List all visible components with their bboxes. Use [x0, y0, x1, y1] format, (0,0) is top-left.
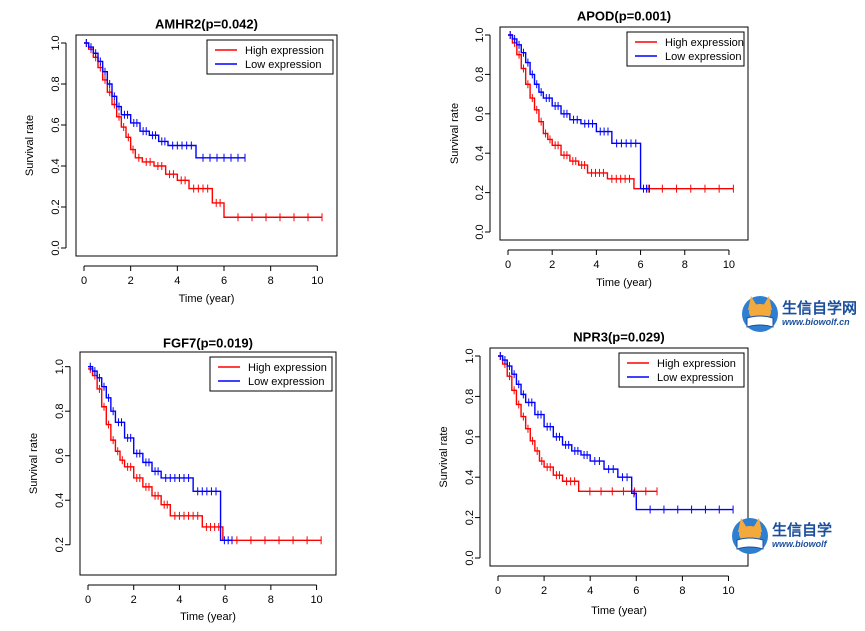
- book-icon: [746, 315, 774, 328]
- legend-label: Low expression: [248, 376, 324, 388]
- legend: High expression Low expression: [209, 356, 333, 392]
- x-tick-label: 6: [638, 259, 644, 271]
- legend: High expression Low expression: [626, 31, 745, 67]
- y-tick-label: 1.0: [54, 359, 66, 374]
- legend-box: [618, 352, 745, 388]
- y-tick-label: 0.4: [54, 493, 66, 508]
- legend-label: Low expression: [665, 51, 741, 63]
- x-tick-label: 2: [128, 275, 134, 287]
- x-tick-label: 6: [633, 585, 639, 597]
- watermark-url: www.biowolf: [772, 539, 828, 549]
- y-tick-label: 0.0: [464, 550, 476, 565]
- x-tick-label: 4: [174, 275, 180, 287]
- x-axis-label: Time (year): [180, 611, 236, 623]
- x-axis-label: Time (year): [179, 293, 235, 305]
- x-tick-label: 10: [310, 594, 322, 606]
- x-tick-label: 2: [131, 594, 137, 606]
- x-tick-label: 0: [85, 594, 91, 606]
- y-tick-label: 0.2: [54, 537, 66, 552]
- x-tick-label: 6: [221, 275, 227, 287]
- x-tick-label: 4: [587, 585, 593, 597]
- book-icon: [736, 537, 764, 550]
- y-tick-label: 0.6: [464, 429, 476, 444]
- x-tick-label: 10: [723, 259, 735, 271]
- y-axis-label: Survival rate: [449, 103, 461, 164]
- watermark-title: 生信自学网: [782, 299, 857, 317]
- x-tick-label: 8: [268, 594, 274, 606]
- legend-label: Low expression: [657, 372, 733, 384]
- plot-frame: [489, 347, 749, 567]
- x-tick-label: 8: [682, 259, 688, 271]
- legend-label: High expression: [248, 362, 327, 374]
- x-tick-label: 0: [81, 275, 87, 287]
- legend-label: Low expression: [245, 59, 321, 71]
- km-panel-0: AMHR2(p=0.042) 0 2 4 6 8 10 0.0 0.2 0.4 0.6 0.8 1.0 T…: [24, 17, 338, 305]
- km-curve-low: [498, 355, 734, 511]
- x-tick-label: 6: [222, 594, 228, 606]
- y-tick-label: 0.8: [50, 76, 62, 91]
- x-tick-label: 4: [593, 259, 599, 271]
- y-tick-label: 0.6: [474, 106, 486, 121]
- chart-title: NPR3(p=0.029): [573, 330, 664, 345]
- chart-title: FGF7(p=0.019): [163, 336, 253, 351]
- legend: High expression Low expression: [206, 39, 334, 75]
- y-axis-label: Survival rate: [24, 115, 36, 176]
- y-tick-label: 0.0: [50, 240, 62, 255]
- legend: High expression Low expression: [618, 352, 745, 388]
- y-tick-label: 0.2: [474, 185, 486, 200]
- y-axis-label: Survival rate: [438, 426, 450, 487]
- legend-box: [206, 39, 334, 75]
- plot-frame: [75, 34, 338, 257]
- x-tick-label: 0: [495, 585, 501, 597]
- plot-frame: [79, 351, 337, 576]
- y-tick-label: 1.0: [464, 348, 476, 363]
- chart-title: APOD(p=0.001): [577, 9, 671, 24]
- plot-frame: [499, 26, 749, 241]
- y-tick-label: 1.0: [50, 35, 62, 50]
- y-tick-label: 0.2: [464, 510, 476, 525]
- y-tick-label: 0.4: [464, 470, 476, 485]
- km-panel-2: FGF7(p=0.019) 0 2 4 6 8 10 0.2 0.4 0.6 0.8 1.0 Time …: [28, 336, 337, 623]
- y-tick-label: 0.8: [474, 67, 486, 82]
- x-tick-label: 8: [268, 275, 274, 287]
- y-axis-label: Survival rate: [28, 433, 40, 494]
- legend-label: High expression: [665, 37, 744, 49]
- y-tick-label: 0.2: [50, 199, 62, 214]
- km-curve-high: [88, 368, 322, 541]
- x-axis-label: Time (year): [591, 605, 647, 617]
- watermark-title: 生信自学: [772, 521, 832, 539]
- legend-box: [626, 31, 745, 67]
- watermark-url: www.biowolf.cn: [782, 317, 850, 327]
- legend-label: High expression: [245, 45, 324, 57]
- x-tick-label: 10: [722, 585, 734, 597]
- km-curve-low: [88, 365, 232, 541]
- x-tick-label: 8: [679, 585, 685, 597]
- x-tick-label: 10: [311, 275, 323, 287]
- x-axis-label: Time (year): [596, 277, 652, 289]
- x-tick-label: 2: [549, 259, 555, 271]
- y-tick-label: 0.6: [54, 448, 66, 463]
- km-curve-low: [508, 34, 650, 190]
- x-tick-label: 2: [541, 585, 547, 597]
- km-panel-1: APOD(p=0.001) 0 2 4 6 8 10 0.0 0.2 0.4 0.6 0.8 1.0 Ti…: [449, 9, 749, 289]
- y-tick-label: 0.6: [50, 117, 62, 132]
- y-tick-label: 0.8: [464, 389, 476, 404]
- y-tick-label: 0.0: [474, 224, 486, 239]
- y-tick-label: 0.4: [50, 158, 62, 173]
- legend-box: [209, 356, 333, 392]
- y-tick-label: 1.0: [474, 27, 486, 42]
- y-tick-label: 0.8: [54, 404, 66, 419]
- y-tick-label: 0.4: [474, 146, 486, 161]
- legend-label: High expression: [657, 358, 736, 370]
- chart-title: AMHR2(p=0.042): [155, 17, 258, 32]
- x-tick-label: 4: [176, 594, 182, 606]
- km-panel-3: NPR3(p=0.029) 0 2 4 6 8 10 0.0 0.2 0.4 0.6 0.8 1.0 Ti…: [438, 330, 749, 617]
- x-tick-label: 0: [505, 259, 511, 271]
